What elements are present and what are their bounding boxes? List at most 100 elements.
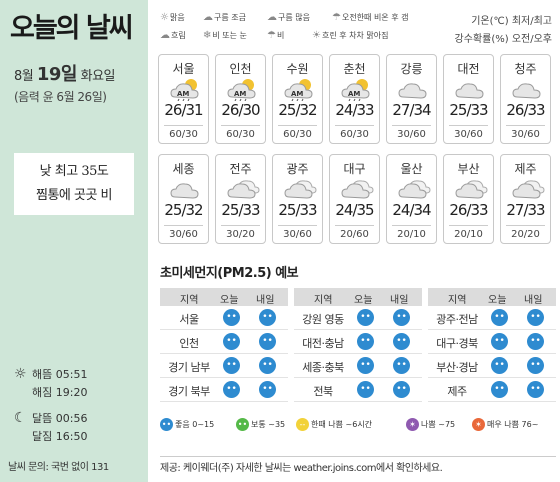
pm-good-today-icon: ••: [223, 381, 240, 398]
pm-good-today-icon: ••: [223, 357, 240, 374]
city-name: 제주: [514, 162, 537, 176]
pm-row: 부산·경남 •• ••: [428, 354, 556, 378]
date-month: 8월: [14, 69, 37, 84]
city-temp: 27/33: [506, 201, 545, 219]
legend-label: 맑음: [169, 13, 185, 22]
cloudy-icon: [167, 177, 203, 201]
moonset: 달짐 16:50: [32, 428, 87, 444]
sun-icon: ☼: [160, 12, 169, 23]
pm-row: 제주 •• ••: [428, 378, 556, 402]
city-temp: 24/33: [335, 101, 374, 119]
pm-region: 제주: [447, 385, 467, 398]
sun-icon: ☼: [14, 366, 27, 382]
headline-box: 낮 최고 35도 찜통에 곳곳 비: [14, 153, 134, 215]
pm-good-today-icon: ••: [491, 357, 508, 374]
pm-region: 세종·충북: [302, 361, 344, 374]
pm-row: 서울 •• ••: [160, 306, 288, 330]
city-card: 부산 26/33 20/10: [443, 154, 494, 244]
pm-header: 지역 오늘 내일: [160, 288, 288, 306]
pm-region: 서울: [179, 313, 199, 326]
city-temp: 24/35: [335, 201, 374, 219]
legend-label: 비: [276, 31, 285, 40]
city-name: 서울: [172, 62, 195, 76]
pm-region: 대구·경북: [436, 337, 478, 350]
rain-snow-icon: ❄: [203, 30, 212, 41]
legend-label: 흐림: [171, 31, 186, 40]
pm-column: 지역 오늘 내일 광주·전남 •• •• 대구·경북 •• •• 부산·경남 •• •• 제주 •• ••: [428, 288, 556, 402]
pm-row: 인천 •• ••: [160, 330, 288, 354]
legend-item: ☂오전한때 비온 후 갬: [332, 12, 408, 23]
city-rain: 30/60: [164, 225, 203, 240]
partly-cloudy-icon: [281, 177, 317, 201]
am-shower-icon: AM: [281, 77, 317, 102]
pm-region: 전북: [313, 385, 333, 398]
pm-row: 전북 •• ••: [294, 378, 422, 402]
city-rain: 20/10: [449, 225, 488, 240]
pm-good-tomorrow-icon: ••: [527, 381, 544, 398]
pm-level-icon: ✶: [472, 418, 485, 431]
pm-good-tomorrow-icon: ••: [527, 357, 544, 374]
main-panel: ☼맑음 ☁구름 조금 ☁구름 많음 ☂오전한때 비온 후 갬 ☁흐림 ❄비 또는…: [148, 0, 560, 482]
city-card: 청주 26/33 30/60: [500, 54, 551, 144]
city-temp: 26/33: [449, 201, 488, 219]
pm-header-region: 지역: [448, 295, 467, 306]
pm-row: 강원 영동 •• ••: [294, 306, 422, 330]
sunset-text: 해짐 19:20: [32, 386, 88, 399]
legend-item: ☁흐림: [160, 30, 186, 41]
sunset: 해짐 19:20: [32, 384, 87, 400]
city-card: 전주 25/33 30/20: [215, 154, 266, 244]
city-name: 전주: [229, 162, 252, 176]
city-card: 대전 25/33 30/60: [443, 54, 494, 144]
moonrise: ☾ 달뜸 00:56: [14, 410, 87, 426]
pm-header-today: 오늘: [220, 295, 239, 306]
page-title: 오늘의 날씨: [10, 13, 134, 44]
moonset-text: 달짐 16:50: [32, 430, 88, 443]
city-rain: 30/20: [221, 225, 260, 240]
pm-good-tomorrow-icon: ••: [259, 309, 276, 326]
pm-row: 경기 남부 •• ••: [160, 354, 288, 378]
legend-label: 구름 조금: [214, 13, 246, 22]
pm-good-today-icon: ••: [357, 357, 374, 374]
pm-title: 초미세먼지(PM2.5) 예보: [160, 266, 299, 281]
partly-cloudy-icon: [509, 177, 545, 201]
inquiry-text: 날씨 문의: 국번 없이 131: [8, 462, 109, 473]
pm-legend-item: •• 보통 ~35: [236, 418, 285, 431]
city-rain: 30/60: [449, 125, 488, 140]
pm-good-tomorrow-icon: ••: [393, 309, 410, 326]
city-temp: 25/33: [449, 101, 488, 119]
city-card: 울산 24/34 20/10: [386, 154, 437, 244]
pm-good-today-icon: ••: [491, 309, 508, 326]
date-weekday: 화요일: [76, 69, 116, 84]
pm-header-tomorrow: 내일: [390, 295, 409, 306]
legend-label: 비 또는 눈: [212, 31, 247, 40]
city-temp: 25/32: [278, 101, 317, 119]
shower-am-icon: ☂: [332, 12, 341, 23]
city-name: 부산: [457, 162, 480, 176]
city-card: 제주 27/33 20/20: [500, 154, 551, 244]
city-rain: 60/30: [335, 125, 374, 140]
pm-region: 대전·충남: [302, 337, 344, 350]
cloudy-icon: [395, 77, 431, 101]
pm-region: 경기 남부: [168, 361, 210, 374]
moon-icon: ☾: [14, 410, 27, 426]
city-name: 광주: [286, 162, 309, 176]
city-name: 춘천: [343, 62, 366, 76]
pm-row: 경기 북부 •• ••: [160, 378, 288, 402]
pm-level-icon: ••: [160, 418, 173, 431]
sidebar: 오늘의 날씨 8월 19일 화요일 (음력 윤 6월 26일) 낮 최고 35도…: [0, 0, 148, 482]
overcast-icon: ☁: [160, 30, 170, 41]
pm-level-icon: ✶: [406, 418, 419, 431]
sunrise-text: 해뜸 05:51: [32, 368, 88, 381]
pm-good-tomorrow-icon: ••: [527, 333, 544, 350]
city-temp: 25/32: [164, 201, 203, 219]
city-temp: 27/34: [392, 101, 431, 119]
pm-good-today-icon: ••: [357, 333, 374, 350]
city-card: 세종 25/32 30/60: [158, 154, 209, 244]
city-temp: 26/30: [221, 101, 260, 119]
city-temp: 24/34: [392, 201, 431, 219]
rain-icon: ☂: [267, 30, 276, 41]
pm-column: 지역 오늘 내일 서울 •• •• 인천 •• •• 경기 남부 •• •• 경기 북부 •• ••: [160, 288, 288, 402]
cloudy-icon: [452, 77, 488, 101]
partly-cloudy-icon: [338, 177, 374, 201]
pm-region: 인천: [179, 337, 199, 350]
